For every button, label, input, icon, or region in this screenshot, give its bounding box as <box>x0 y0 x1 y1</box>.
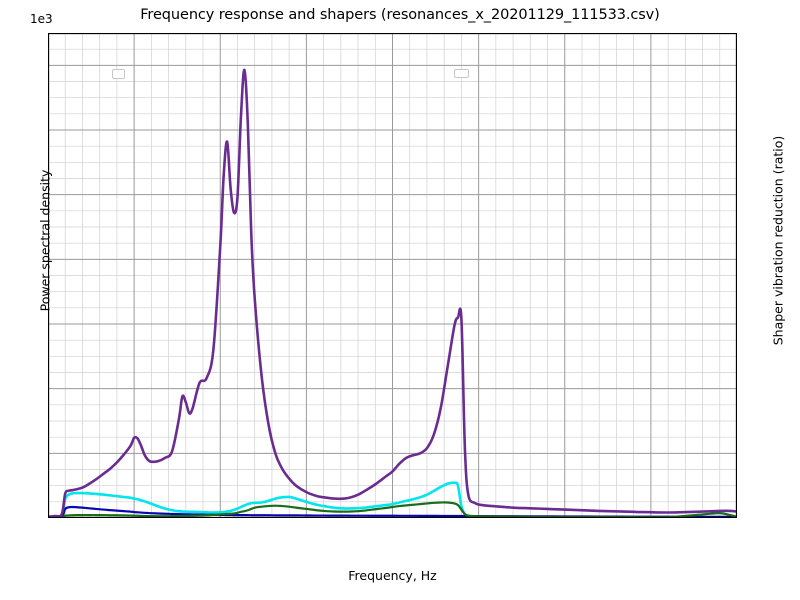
y-axis-label-left: Power spectral density <box>37 169 53 312</box>
y-axis-exponent-label: 1e3 <box>30 12 53 26</box>
chart-title: Frequency response and shapers (resonanc… <box>140 7 660 23</box>
series-line-y <box>48 501 737 518</box>
series-line-x-y-z <box>48 68 737 518</box>
plot-svg <box>48 33 737 518</box>
grid-major <box>48 33 737 518</box>
legend-shapers[interactable] <box>454 69 469 78</box>
series-layer <box>48 68 737 518</box>
plot-area: Power spectral density Shaper vibration … <box>38 33 786 518</box>
legend-axes[interactable] <box>112 69 125 79</box>
y-axis-label-right: Shaper vibration reduction (ratio) <box>770 135 786 346</box>
x-axis-label: Frequency, Hz <box>348 568 437 583</box>
plot-border <box>48 33 737 518</box>
